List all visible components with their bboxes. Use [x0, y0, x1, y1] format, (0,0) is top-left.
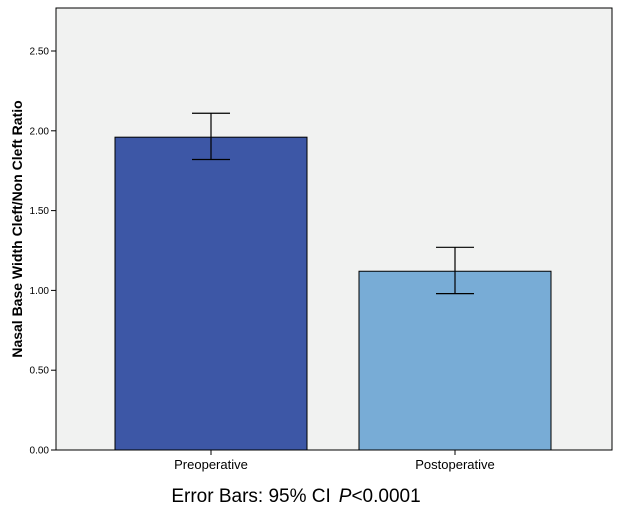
x-axis-labels: Preoperative Postoperative	[174, 450, 495, 472]
bar-postoperative	[358, 270, 552, 451]
bars	[114, 136, 552, 451]
y-tick-label: 2.00	[30, 126, 50, 137]
y-axis-ticks: 0.00 0.50 1.00 1.50 2.00 2.50	[30, 47, 56, 457]
error-bars	[192, 112, 474, 295]
bar-preoperative	[114, 136, 308, 451]
x-tick-label-preoperative: Preoperative	[174, 457, 248, 472]
y-tick-label: 2.50	[30, 47, 50, 58]
error-bars-footnote: Error Bars: 95% CI P<0.0001	[171, 486, 420, 507]
x-tick-label-postoperative: Postoperative	[415, 457, 495, 472]
footnote-p-symbol: P	[339, 486, 352, 507]
y-axis-label: Nasal Base Width Cleft/Non Cleft Ratio	[9, 100, 25, 357]
y-tick-label: 0.00	[30, 446, 50, 457]
y-tick-label: 1.50	[30, 206, 50, 217]
y-tick-label: 1.00	[30, 286, 50, 297]
footnote-p-value: <0.0001	[351, 486, 420, 507]
y-tick-label: 0.50	[30, 366, 50, 377]
footnote-prefix: Error Bars: 95% CI	[171, 486, 330, 507]
